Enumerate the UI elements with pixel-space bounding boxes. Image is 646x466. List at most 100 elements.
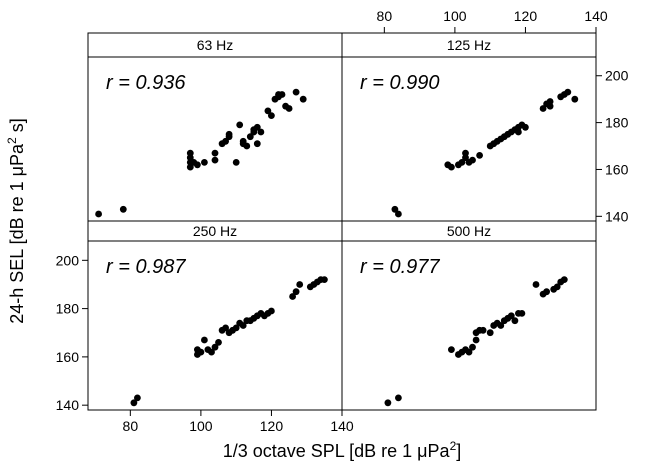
data-point xyxy=(211,149,219,157)
panels: 63 Hz r = 0.936 125 Hz r = 0.990 250 Hz r = 0… xyxy=(95,37,579,407)
data-point xyxy=(232,324,240,332)
data-point xyxy=(384,399,392,407)
data-point xyxy=(95,210,102,218)
data-point xyxy=(515,128,522,136)
data-point xyxy=(462,149,469,157)
data-point xyxy=(246,133,254,141)
data-point xyxy=(469,156,476,164)
data-point xyxy=(299,95,307,103)
panel-3: 250 Hz r = 0.987 xyxy=(106,223,328,407)
data-point xyxy=(479,326,487,334)
data-point xyxy=(564,88,572,96)
data-point xyxy=(208,348,215,356)
data-point xyxy=(465,348,473,356)
data-point xyxy=(232,159,240,166)
y-tick-label-right: 140 xyxy=(605,208,629,224)
data-point xyxy=(211,343,219,351)
panel-strip-label: 63 Hz xyxy=(197,37,234,53)
data-point xyxy=(243,142,251,150)
data-point xyxy=(321,276,328,283)
data-point xyxy=(553,283,561,291)
y-tick-label-left: 140 xyxy=(56,397,80,413)
y-tick-label-right: 200 xyxy=(605,68,629,84)
y-tick-label-left: 200 xyxy=(56,252,80,268)
data-point xyxy=(268,307,275,315)
data-point xyxy=(201,159,208,166)
data-point xyxy=(264,107,272,115)
data-point xyxy=(257,128,265,136)
data-point xyxy=(289,293,296,300)
x-tick-label-bottom: 120 xyxy=(260,418,284,434)
data-point xyxy=(222,137,230,145)
data-point xyxy=(292,288,300,296)
data-point xyxy=(560,276,568,283)
x-tick-label-top: 100 xyxy=(443,8,467,24)
x-tick-label-top: 140 xyxy=(584,8,608,24)
data-point xyxy=(194,161,201,169)
data-point xyxy=(236,121,244,129)
data-point xyxy=(543,288,550,296)
data-point xyxy=(395,394,402,402)
data-point xyxy=(225,130,233,138)
data-point xyxy=(539,105,547,112)
data-point xyxy=(268,112,275,119)
data-point xyxy=(239,322,247,329)
panel-2: 125 Hz r = 0.990 xyxy=(360,37,579,218)
data-point xyxy=(211,156,219,164)
data-point xyxy=(448,163,455,171)
data-point xyxy=(507,312,515,320)
axes: 80 100 120 140 80 100 120 140 140 160 180 200 140 160… xyxy=(56,8,629,434)
panel-r-label: r = 0.977 xyxy=(360,256,440,278)
data-point xyxy=(511,317,519,325)
panel-r-label: r = 0.990 xyxy=(360,72,440,94)
data-point xyxy=(486,329,494,337)
x-axis-title: 1/3 octave SPL [dB re 1 μPa2] xyxy=(223,439,462,461)
data-point xyxy=(395,210,402,218)
data-point xyxy=(472,336,480,344)
x-tick-label-top: 120 xyxy=(514,8,538,24)
x-tick-label-bottom: 100 xyxy=(189,418,213,434)
data-point xyxy=(497,322,505,329)
panel-4: 500 Hz r = 0.977 xyxy=(360,223,568,407)
data-point xyxy=(201,336,208,344)
data-point xyxy=(186,149,194,157)
data-point xyxy=(119,205,127,213)
data-point xyxy=(571,95,579,103)
y-tick-label-right: 180 xyxy=(605,115,629,131)
data-point xyxy=(278,91,286,98)
x-tick-label-bottom: 80 xyxy=(123,418,139,434)
panel-1: 63 Hz r = 0.936 xyxy=(95,37,307,218)
y-tick-label-right: 160 xyxy=(605,161,629,177)
data-point xyxy=(448,346,455,353)
y-axis-title: 24-h SEL [dB re 1 μPa2 s] xyxy=(5,118,27,324)
data-point xyxy=(222,324,230,332)
panel-strip-label: 125 Hz xyxy=(447,37,491,53)
x-tick-label-bottom: 140 xyxy=(330,418,354,434)
data-point xyxy=(197,348,205,356)
data-point xyxy=(292,88,300,96)
panel-strip-label: 250 Hz xyxy=(193,223,237,239)
data-point xyxy=(134,394,141,402)
data-point xyxy=(253,123,261,131)
data-point xyxy=(186,163,194,171)
data-point xyxy=(469,343,476,351)
data-point xyxy=(522,123,529,131)
x-tick-label-top: 80 xyxy=(377,8,393,24)
data-point xyxy=(253,140,261,148)
panel-strip-label: 500 Hz xyxy=(447,223,491,239)
data-point xyxy=(476,152,483,159)
data-point xyxy=(391,205,399,213)
data-point xyxy=(518,310,526,317)
y-tick-label-left: 180 xyxy=(56,301,80,317)
data-point xyxy=(458,159,466,166)
data-point xyxy=(285,105,293,112)
panel-r-label: r = 0.936 xyxy=(106,72,186,94)
data-point xyxy=(546,102,554,110)
data-point xyxy=(130,399,138,407)
panel-r-label: r = 0.987 xyxy=(106,256,186,278)
data-point xyxy=(532,281,540,288)
data-point xyxy=(215,339,222,346)
y-tick-label-left: 160 xyxy=(56,349,80,365)
data-point xyxy=(239,137,247,145)
